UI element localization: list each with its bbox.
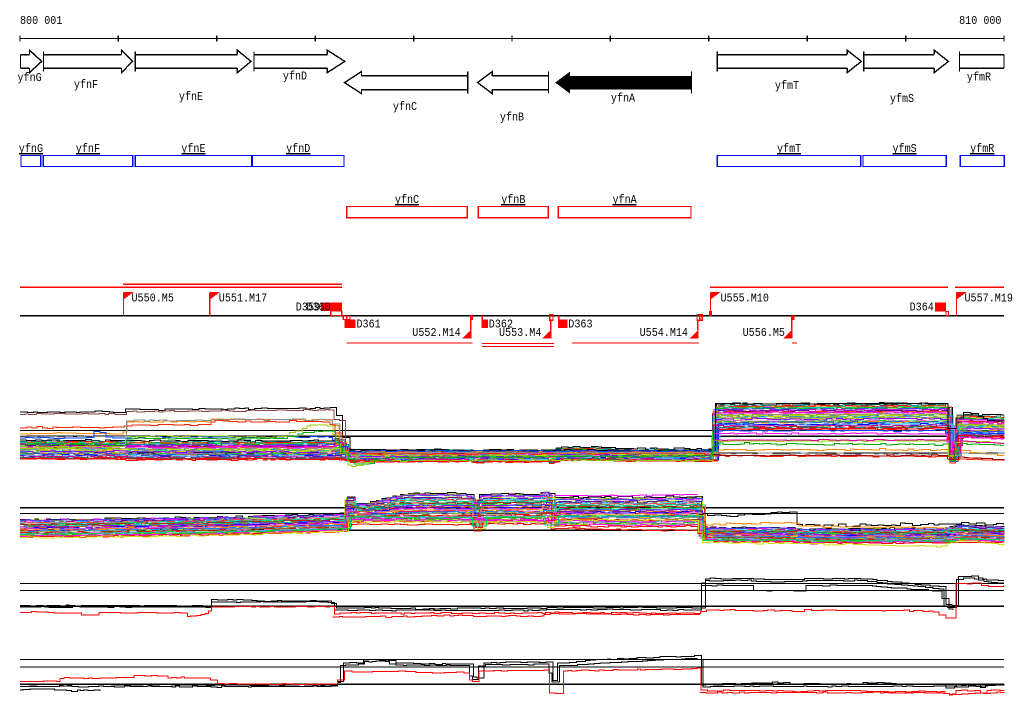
svg-text:U551.M17: U551.M17 bbox=[219, 293, 267, 306]
svg-text:yfmS: yfmS bbox=[890, 93, 914, 106]
svg-text:U556.M5: U556.M5 bbox=[743, 327, 785, 340]
svg-text:yfmR: yfmR bbox=[970, 143, 994, 156]
svg-text:D363: D363 bbox=[568, 319, 592, 332]
svg-text:yfnG: yfnG bbox=[18, 72, 42, 85]
svg-text:D364: D364 bbox=[910, 301, 934, 314]
svg-text:D360: D360 bbox=[306, 301, 330, 314]
svg-text:D361: D361 bbox=[357, 319, 381, 332]
svg-text:yfnC: yfnC bbox=[393, 101, 417, 114]
svg-text:D362: D362 bbox=[489, 319, 513, 332]
svg-text:yfnF: yfnF bbox=[74, 79, 98, 92]
svg-text:yfmR: yfmR bbox=[967, 72, 991, 85]
svg-text:yfnD: yfnD bbox=[286, 143, 310, 156]
svg-text:yfnB: yfnB bbox=[501, 194, 525, 207]
svg-text:U557.M19: U557.M19 bbox=[965, 293, 1013, 306]
svg-text:800 001: 800 001 bbox=[20, 15, 62, 28]
svg-text:U550.M5: U550.M5 bbox=[132, 293, 174, 306]
svg-text:yfnD: yfnD bbox=[283, 71, 307, 84]
svg-text:D359: D359 bbox=[296, 301, 320, 314]
svg-text:yfnG: yfnG bbox=[19, 143, 43, 156]
svg-text:yfnC: yfnC bbox=[395, 194, 419, 207]
svg-text:810 000: 810 000 bbox=[959, 15, 1001, 28]
svg-text:yfnF: yfnF bbox=[76, 143, 100, 156]
svg-text:yfmS: yfmS bbox=[893, 143, 917, 156]
svg-text:yfnA: yfnA bbox=[611, 93, 635, 106]
svg-text:U553.M4: U553.M4 bbox=[499, 327, 541, 340]
svg-text:yfmT: yfmT bbox=[775, 80, 799, 93]
svg-text:yfnE: yfnE bbox=[181, 143, 205, 156]
svg-text:yfnE: yfnE bbox=[179, 91, 203, 104]
svg-text:yfmT: yfmT bbox=[777, 143, 801, 156]
svg-text:U552.M14: U552.M14 bbox=[412, 327, 460, 340]
svg-text:U555.M10: U555.M10 bbox=[721, 293, 769, 306]
svg-text:U554.M14: U554.M14 bbox=[640, 327, 688, 340]
svg-text:yfnB: yfnB bbox=[500, 112, 524, 125]
svg-text:yfnA: yfnA bbox=[613, 194, 637, 207]
